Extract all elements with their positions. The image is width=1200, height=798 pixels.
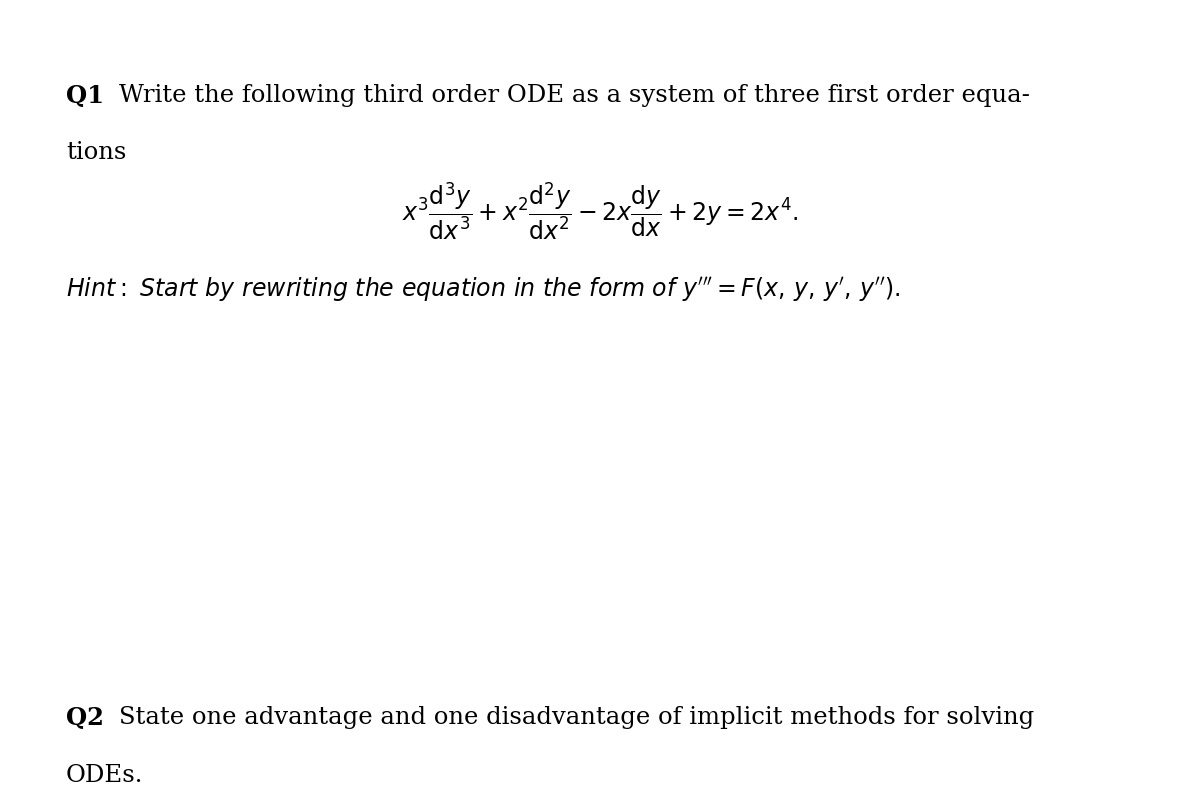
Text: Q2: Q2 bbox=[66, 706, 104, 730]
Text: Q1: Q1 bbox=[66, 84, 104, 108]
Text: Write the following third order ODE as a system of three first order equa-: Write the following third order ODE as a… bbox=[119, 84, 1030, 107]
Text: $x^3\dfrac{\mathrm{d}^3y}{\mathrm{d}x^3} + x^2\dfrac{\mathrm{d}^2y}{\mathrm{d}x^: $x^3\dfrac{\mathrm{d}^3y}{\mathrm{d}x^3}… bbox=[402, 180, 798, 242]
Text: tions: tions bbox=[66, 141, 126, 164]
Text: ODEs.: ODEs. bbox=[66, 764, 143, 787]
Text: State one advantage and one disadvantage of implicit methods for solving: State one advantage and one disadvantage… bbox=[119, 706, 1034, 729]
Text: $\mathit{Hint{:}\ Start\ by\ rewriting\ the\ equation\ in\ the\ form\ of\ }y''' : $\mathit{Hint{:}\ Start\ by\ rewriting\ … bbox=[66, 275, 901, 304]
